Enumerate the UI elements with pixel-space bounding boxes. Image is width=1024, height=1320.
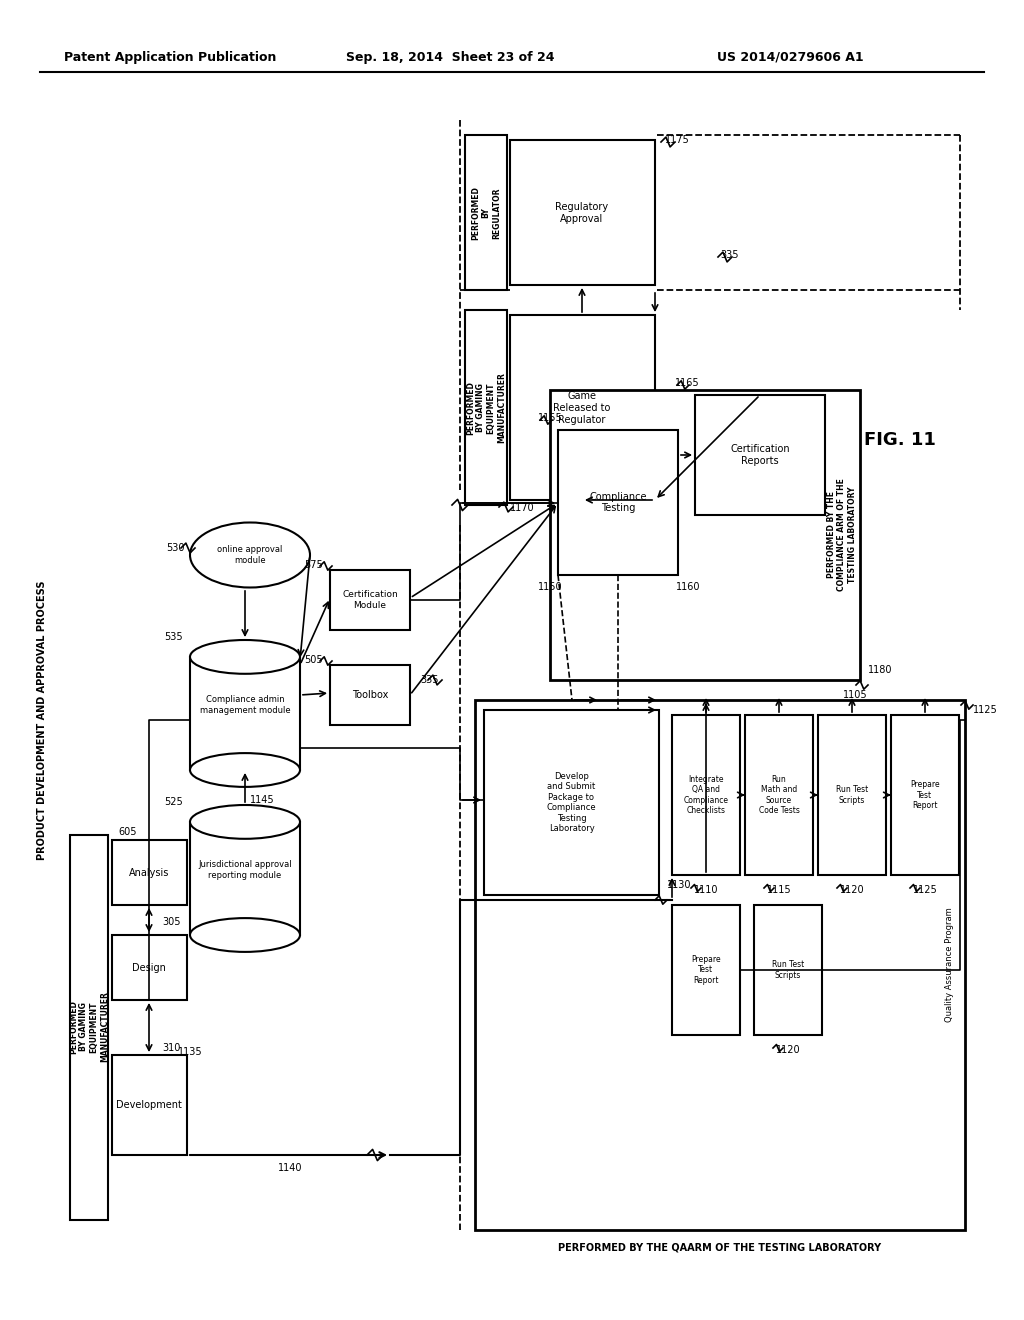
Text: Compliance
Testing: Compliance Testing	[589, 492, 647, 513]
Text: 310: 310	[162, 1043, 180, 1053]
Ellipse shape	[190, 523, 310, 587]
Text: 1105: 1105	[843, 690, 867, 700]
Text: Run
Math and
Source
Code Tests: Run Math and Source Code Tests	[759, 775, 800, 814]
Text: 1150: 1150	[538, 582, 562, 591]
Ellipse shape	[190, 919, 300, 952]
Text: 1125: 1125	[973, 705, 997, 715]
Text: Certification
Module: Certification Module	[342, 590, 398, 610]
Text: Regulatory
Approval: Regulatory Approval	[555, 202, 608, 224]
Text: 575: 575	[304, 560, 323, 570]
Text: PRODUCT DEVELOPMENT AND APPROVAL PROCESS: PRODUCT DEVELOPMENT AND APPROVAL PROCESS	[37, 581, 47, 859]
Text: Run Test
Scripts: Run Test Scripts	[772, 961, 804, 979]
Text: 505: 505	[304, 655, 323, 665]
Bar	[112, 935, 187, 1001]
Text: PERFORMED
BY GAMING
EQUIPMENT
MANUFACTURER: PERFORMED BY GAMING EQUIPMENT MANUFACTUR…	[69, 991, 110, 1063]
Text: 530: 530	[167, 543, 185, 553]
Text: Analysis: Analysis	[129, 869, 169, 878]
Text: 1155: 1155	[538, 413, 562, 422]
Text: 1170: 1170	[510, 503, 535, 513]
Text: online approval
module: online approval module	[217, 545, 283, 565]
Ellipse shape	[190, 805, 300, 838]
Text: PERFORMED BY THE
COMPLIANCE ARM OF THE
TESTING LABORATORY: PERFORMED BY THE COMPLIANCE ARM OF THE T…	[827, 479, 857, 591]
Text: Development: Development	[116, 1100, 182, 1110]
Text: 1115: 1115	[767, 884, 792, 895]
Text: Game
Released to
Regulator: Game Released to Regulator	[553, 392, 610, 425]
Bar	[112, 1055, 187, 1155]
Bar	[695, 395, 825, 515]
Text: Compliance admin
management module: Compliance admin management module	[200, 696, 291, 714]
Text: US 2014/0279606 A1: US 2014/0279606 A1	[717, 50, 863, 63]
Text: 1130: 1130	[667, 880, 691, 890]
Bar	[510, 140, 655, 285]
Bar	[558, 430, 678, 576]
Text: Certification
Reports: Certification Reports	[730, 445, 790, 466]
Text: 1145: 1145	[250, 795, 274, 805]
Text: 535: 535	[165, 632, 183, 642]
Text: Patent Application Publication: Patent Application Publication	[63, 50, 276, 63]
Bar	[891, 715, 959, 875]
Text: 1120: 1120	[776, 1045, 801, 1055]
Text: 335: 335	[721, 249, 739, 260]
Text: 1165: 1165	[675, 378, 699, 388]
Text: 525: 525	[164, 797, 183, 807]
Text: Sep. 18, 2014  Sheet 23 of 24: Sep. 18, 2014 Sheet 23 of 24	[346, 50, 554, 63]
Bar	[465, 135, 507, 290]
Text: 1135: 1135	[178, 1047, 203, 1057]
Bar	[70, 836, 108, 1220]
Bar	[190, 657, 300, 770]
Text: Integrate
QA and
Compliance
Checklists: Integrate QA and Compliance Checklists	[683, 775, 728, 814]
Text: PERFORMED
BY GAMING
EQUIPMENT
MANUFACTURER: PERFORMED BY GAMING EQUIPMENT MANUFACTUR…	[466, 372, 506, 444]
Text: 1110: 1110	[693, 884, 718, 895]
Ellipse shape	[190, 640, 300, 673]
Bar	[330, 665, 410, 725]
Bar	[754, 906, 822, 1035]
Bar	[672, 906, 740, 1035]
Text: 1180: 1180	[868, 665, 893, 675]
Text: 1120: 1120	[840, 884, 864, 895]
Text: 335: 335	[421, 675, 439, 685]
Bar	[484, 710, 659, 895]
Text: Design: Design	[132, 964, 166, 973]
Bar	[475, 700, 965, 1230]
Text: Jurisdictional approval
reporting module: Jurisdictional approval reporting module	[199, 861, 292, 879]
Text: Prepare
Test
Report: Prepare Test Report	[910, 780, 940, 810]
Text: 605: 605	[118, 828, 136, 837]
Bar	[745, 715, 813, 875]
Bar	[330, 570, 410, 630]
Ellipse shape	[190, 754, 300, 787]
Bar	[510, 315, 655, 500]
Text: 305: 305	[162, 917, 180, 927]
Text: 1175: 1175	[665, 135, 690, 145]
Bar	[550, 389, 860, 680]
Text: Toolbox: Toolbox	[352, 690, 388, 700]
Text: PERFORMED BY THE QAARM OF THE TESTING LABORATORY: PERFORMED BY THE QAARM OF THE TESTING LA…	[558, 1243, 882, 1253]
Bar	[190, 822, 300, 935]
Text: PERFORMED
BY
REGULATOR: PERFORMED BY REGULATOR	[471, 186, 501, 240]
Text: Develop
and Submit
Package to
Compliance
Testing
Laboratory: Develop and Submit Package to Compliance…	[547, 772, 596, 833]
Bar	[672, 715, 740, 875]
Text: 1140: 1140	[278, 1163, 302, 1173]
Text: Quality Assurance Program: Quality Assurance Program	[945, 908, 954, 1023]
Bar	[112, 840, 187, 906]
Bar	[465, 310, 507, 506]
Text: 1160: 1160	[676, 582, 700, 591]
Text: FIG. 11: FIG. 11	[864, 432, 936, 449]
Text: Prepare
Test
Report: Prepare Test Report	[691, 956, 721, 985]
Text: Run Test
Scripts: Run Test Scripts	[836, 785, 868, 805]
Text: 1125: 1125	[912, 884, 937, 895]
Bar	[818, 715, 886, 875]
